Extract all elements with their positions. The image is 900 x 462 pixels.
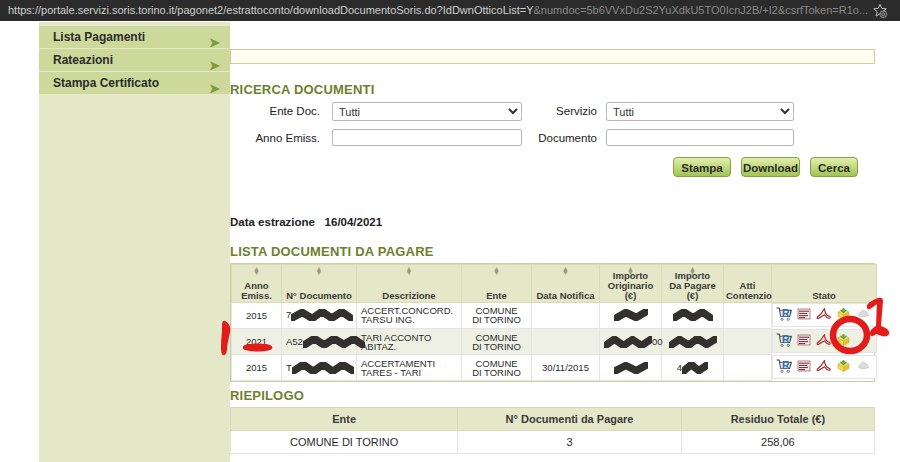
svg-text:R: R bbox=[782, 359, 790, 371]
svg-text:R: R bbox=[782, 333, 790, 345]
svg-text:R: R bbox=[782, 307, 790, 319]
